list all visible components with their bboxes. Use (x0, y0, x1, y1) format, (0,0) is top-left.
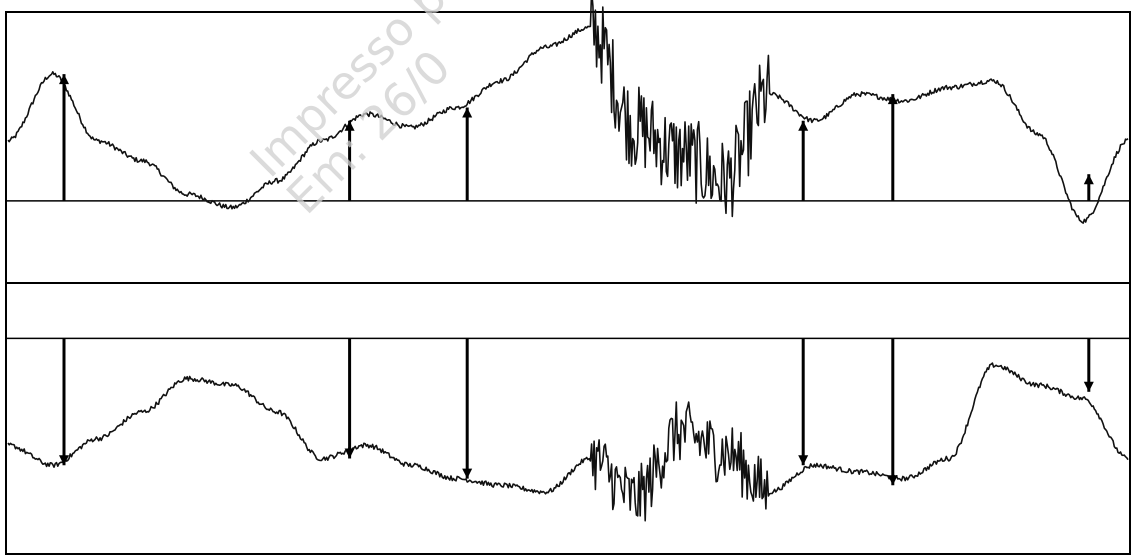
arrow-head-1-4 (798, 120, 809, 131)
arrow-head-2-1 (59, 455, 69, 466)
arrow-head-1-1 (59, 74, 69, 85)
arrow-head-1-5 (887, 94, 898, 105)
arrow-head-2-4 (798, 455, 809, 466)
arrow-head-1-3 (462, 107, 473, 118)
bottom-panel (6, 337, 1130, 522)
trace-2 (7, 362, 1129, 522)
arrow-head-2-3 (462, 468, 473, 479)
trace-1 (7, 0, 1129, 224)
arrow-head-2-5 (887, 475, 898, 486)
arrow-head-2-2 (344, 448, 355, 459)
top-panel (6, 0, 1130, 224)
arrow-head-1-2 (344, 120, 355, 131)
arrow-head-1-6 (1083, 174, 1094, 185)
arrow-head-2-6 (1083, 381, 1094, 392)
